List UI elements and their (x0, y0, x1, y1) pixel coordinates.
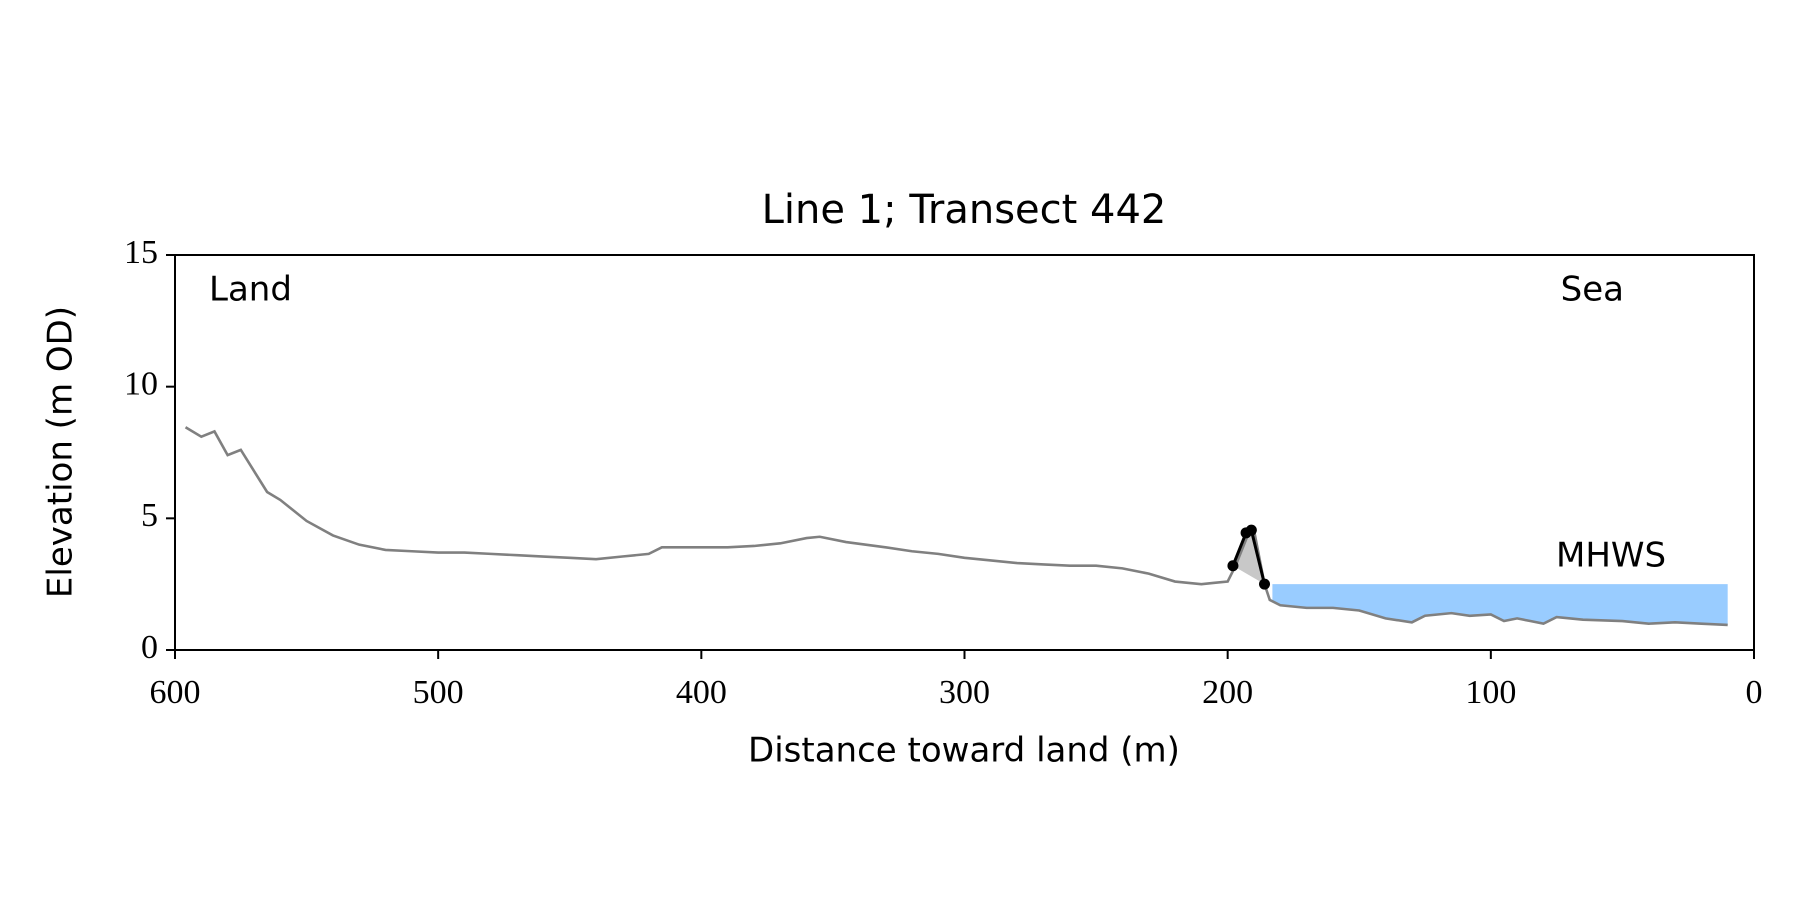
x-axis-label: Distance toward land (m) (748, 731, 1180, 771)
dune-point (1259, 578, 1271, 590)
y-axis-label: Elevation (m OD) (41, 306, 81, 598)
y-tick-label: 0 (141, 629, 158, 666)
x-tick-label: 300 (939, 674, 990, 711)
land-label: Land (209, 270, 292, 310)
x-tick-label: 400 (676, 674, 727, 711)
dune-point (1245, 524, 1257, 536)
sea-label: Sea (1561, 270, 1624, 310)
x-tick-label: 600 (150, 674, 201, 711)
y-tick-label: 15 (124, 234, 158, 271)
y-tick-label: 10 (124, 365, 158, 402)
mhws-label: MHWS (1556, 536, 1666, 576)
x-tick-label: 200 (1202, 674, 1253, 711)
profile-line (184, 426, 1728, 627)
mhws-fill (1272, 584, 1728, 625)
dune-point (1227, 560, 1239, 572)
y-tick-label: 5 (141, 497, 158, 534)
x-tick-label: 0 (1746, 674, 1763, 711)
dune-fill (1232, 530, 1265, 585)
chart-title: Line 1; Transect 442 (762, 187, 1167, 233)
x-tick-label: 500 (413, 674, 464, 711)
x-tick-label: 100 (1465, 674, 1516, 711)
